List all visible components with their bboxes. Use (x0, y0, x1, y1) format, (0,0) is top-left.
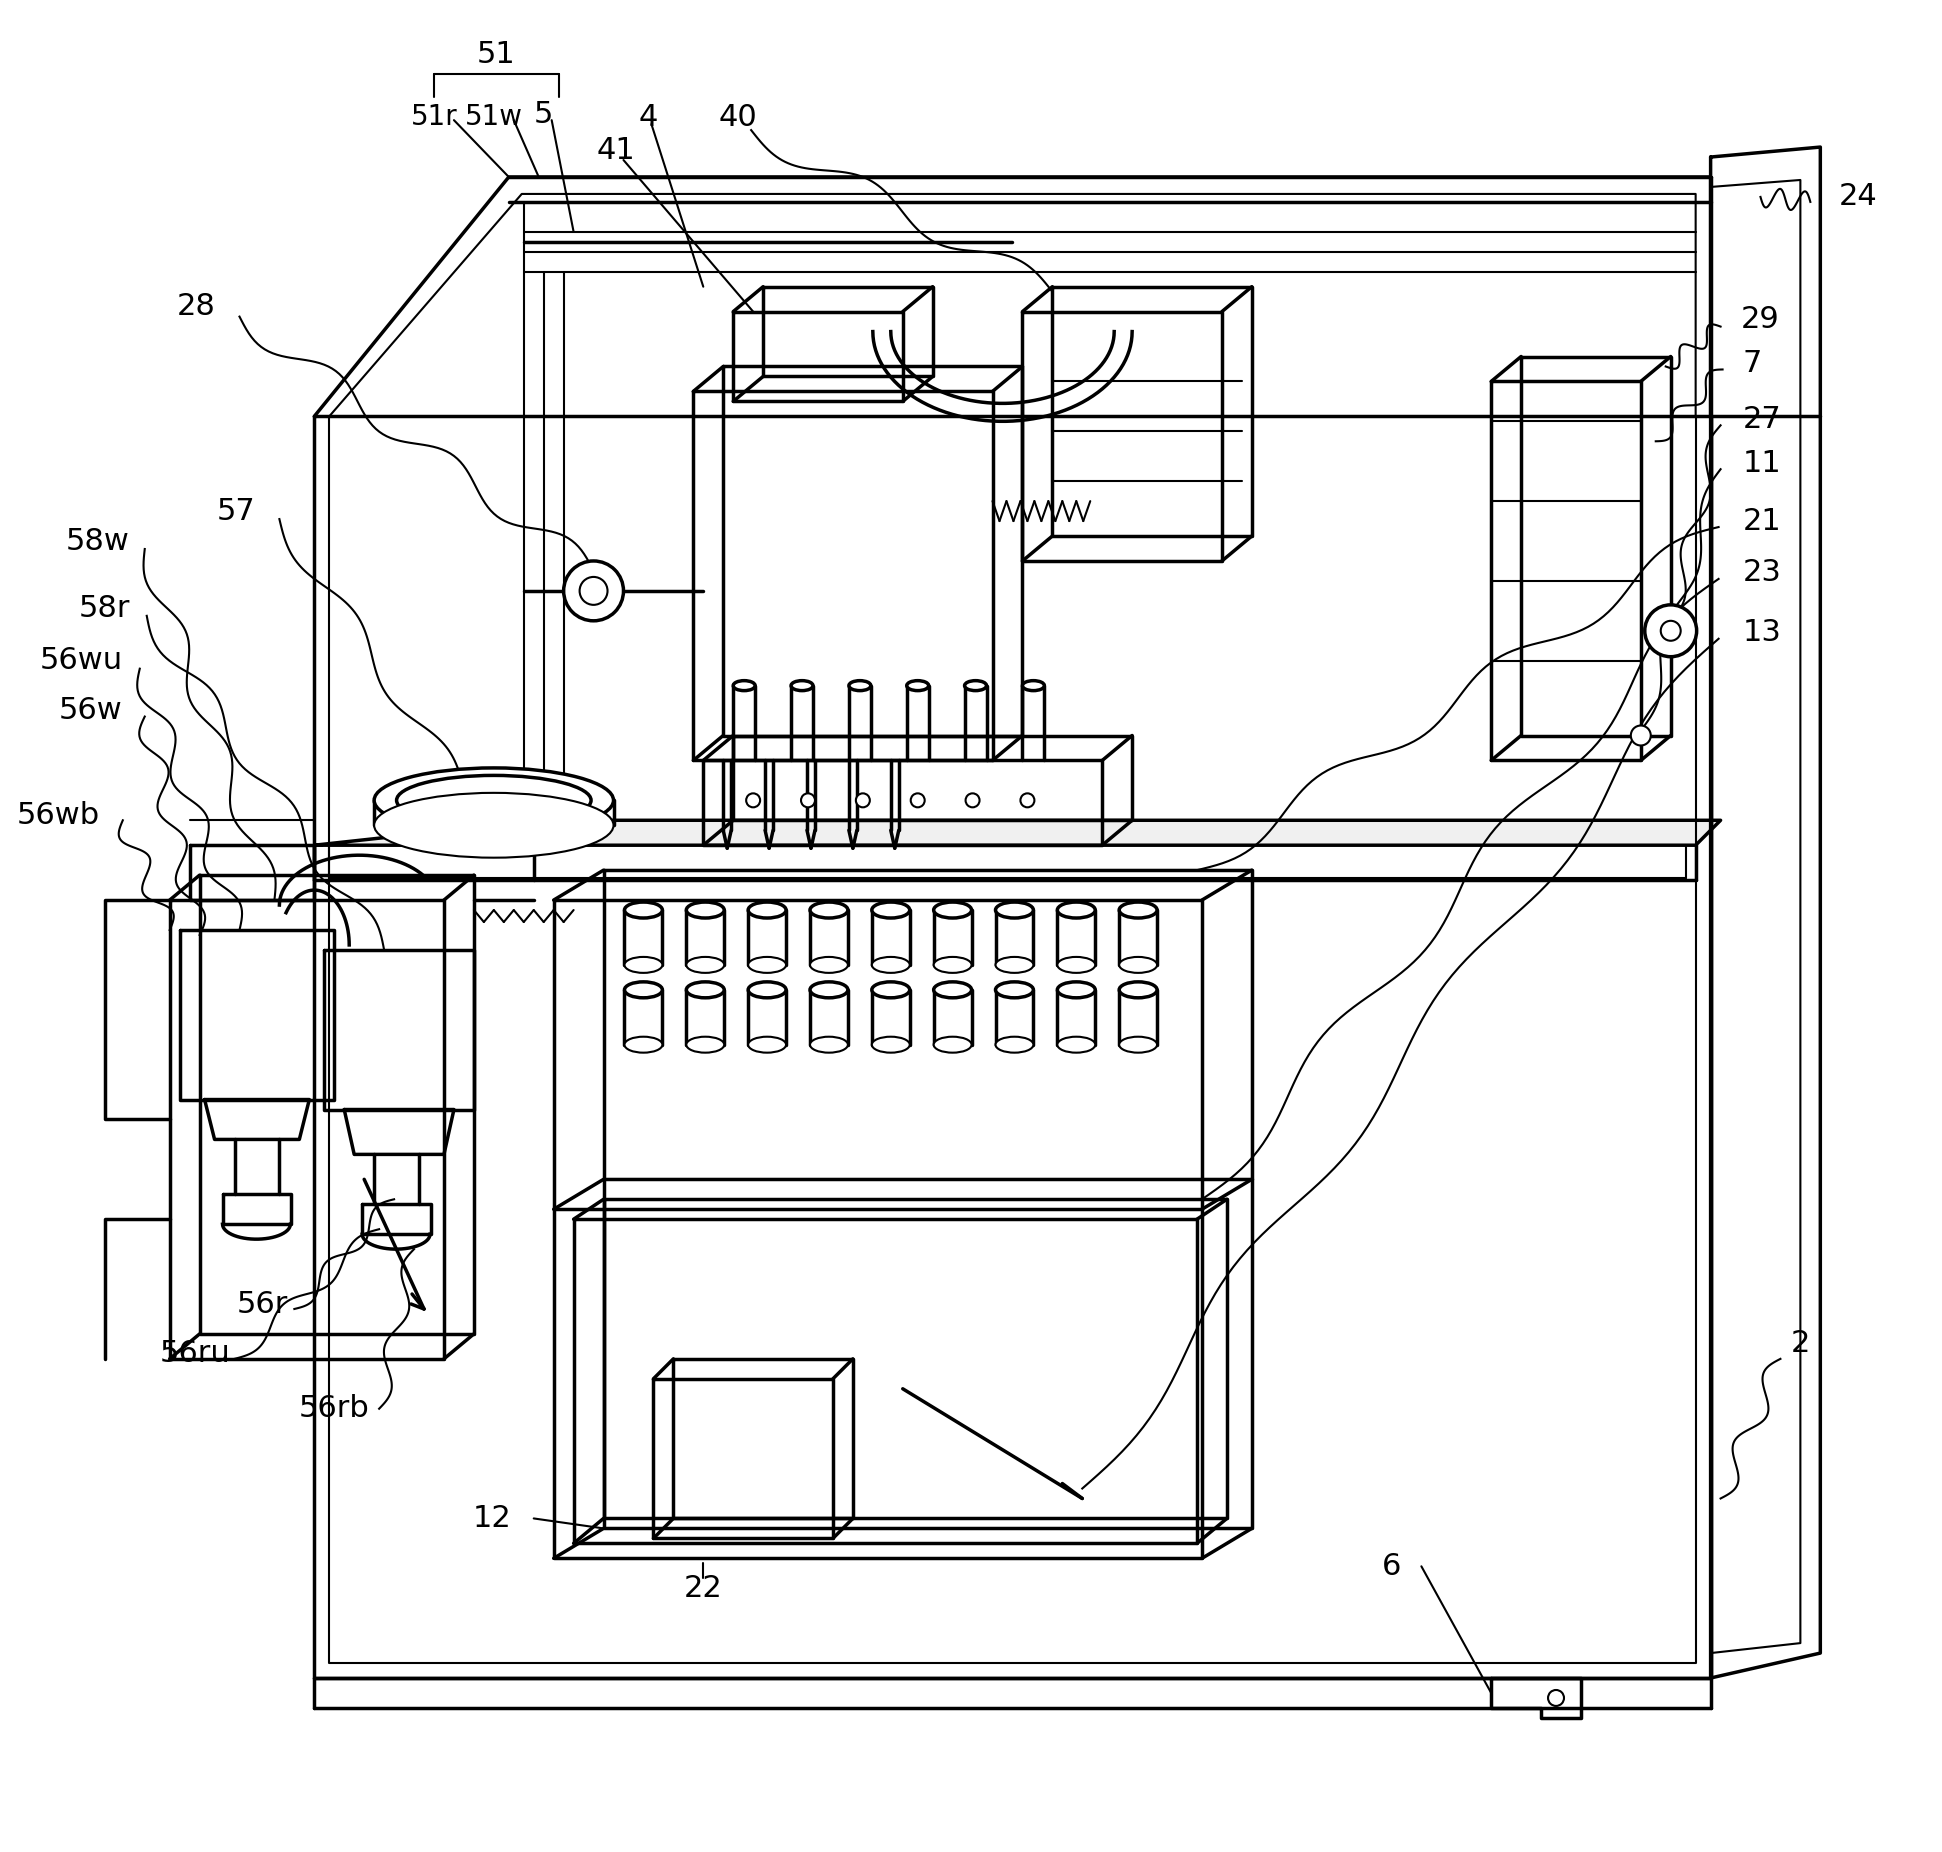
Ellipse shape (934, 1037, 971, 1052)
Ellipse shape (872, 902, 909, 919)
Ellipse shape (375, 769, 614, 833)
Text: 29: 29 (1740, 306, 1779, 333)
Ellipse shape (1056, 1037, 1095, 1052)
Text: 51r: 51r (410, 104, 458, 131)
Ellipse shape (625, 957, 662, 972)
Text: 56r: 56r (237, 1289, 287, 1319)
Circle shape (1645, 606, 1697, 657)
Text: 41: 41 (596, 135, 635, 165)
Ellipse shape (686, 1037, 724, 1052)
Text: 58w: 58w (66, 526, 130, 556)
Ellipse shape (810, 982, 849, 998)
Text: 51: 51 (476, 39, 515, 69)
Circle shape (746, 793, 759, 807)
Ellipse shape (965, 682, 987, 691)
Circle shape (579, 578, 608, 606)
Ellipse shape (849, 682, 870, 691)
Polygon shape (315, 820, 1721, 845)
Ellipse shape (934, 902, 971, 919)
Ellipse shape (396, 776, 590, 826)
Ellipse shape (996, 957, 1033, 972)
Ellipse shape (748, 957, 787, 972)
Ellipse shape (1056, 982, 1095, 998)
Ellipse shape (1119, 1037, 1157, 1052)
Ellipse shape (1119, 902, 1157, 919)
Ellipse shape (790, 682, 814, 691)
Text: 2: 2 (1791, 1330, 1810, 1358)
Circle shape (1660, 620, 1680, 641)
Text: 57: 57 (218, 496, 256, 526)
Ellipse shape (686, 957, 724, 972)
Ellipse shape (996, 902, 1033, 919)
Ellipse shape (907, 682, 928, 691)
Ellipse shape (734, 682, 755, 691)
Circle shape (856, 793, 870, 807)
Ellipse shape (748, 982, 787, 998)
Text: 4: 4 (639, 102, 658, 131)
Ellipse shape (1119, 957, 1157, 972)
Ellipse shape (375, 793, 614, 857)
Text: 6: 6 (1383, 1552, 1400, 1582)
Text: 56wu: 56wu (39, 646, 122, 676)
Ellipse shape (996, 1037, 1033, 1052)
Ellipse shape (686, 902, 724, 919)
Ellipse shape (748, 1037, 787, 1052)
Text: 5: 5 (534, 100, 553, 128)
Text: 13: 13 (1742, 619, 1781, 648)
Circle shape (1020, 793, 1035, 807)
Ellipse shape (1021, 682, 1045, 691)
Ellipse shape (810, 1037, 849, 1052)
Ellipse shape (1056, 957, 1095, 972)
Ellipse shape (810, 902, 849, 919)
Text: 56w: 56w (58, 696, 122, 726)
Text: 51w: 51w (464, 104, 522, 131)
Text: 40: 40 (719, 102, 757, 131)
Circle shape (1548, 1691, 1563, 1706)
Ellipse shape (934, 982, 971, 998)
Text: 56ru: 56ru (159, 1339, 229, 1369)
Ellipse shape (748, 902, 787, 919)
Text: 12: 12 (472, 1504, 511, 1533)
Circle shape (563, 561, 623, 620)
Ellipse shape (686, 982, 724, 998)
Circle shape (800, 793, 816, 807)
Ellipse shape (625, 982, 662, 998)
Text: 22: 22 (684, 1574, 722, 1602)
Ellipse shape (810, 957, 849, 972)
Text: 56wb: 56wb (17, 800, 99, 830)
Text: 28: 28 (177, 293, 216, 320)
Circle shape (911, 793, 924, 807)
Ellipse shape (1119, 982, 1157, 998)
Circle shape (965, 793, 979, 807)
Text: 11: 11 (1742, 448, 1781, 478)
Ellipse shape (996, 982, 1033, 998)
Ellipse shape (625, 902, 662, 919)
Ellipse shape (872, 982, 909, 998)
Ellipse shape (872, 1037, 909, 1052)
Text: 27: 27 (1742, 406, 1781, 433)
Text: 56rb: 56rb (299, 1395, 369, 1422)
Text: 7: 7 (1742, 348, 1761, 378)
Text: 21: 21 (1742, 507, 1781, 535)
Text: 23: 23 (1742, 559, 1781, 587)
Text: 24: 24 (1839, 183, 1878, 211)
Ellipse shape (1056, 902, 1095, 919)
Circle shape (1631, 726, 1651, 746)
Ellipse shape (872, 957, 909, 972)
Ellipse shape (934, 957, 971, 972)
Ellipse shape (625, 1037, 662, 1052)
Text: 58r: 58r (78, 594, 130, 624)
